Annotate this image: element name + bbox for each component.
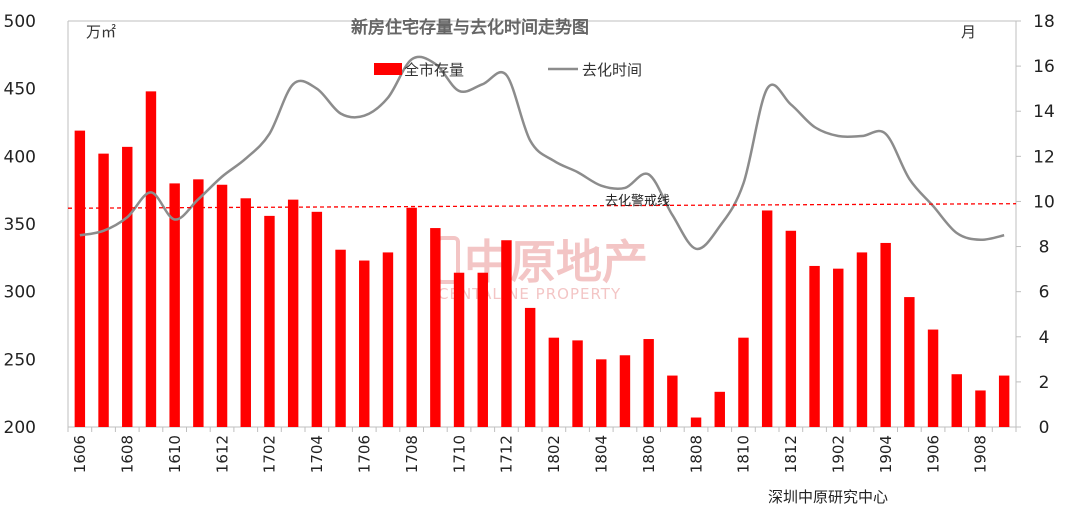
line-series-sell-through bbox=[79, 55, 1005, 251]
y-left-tick-400: 400 bbox=[4, 147, 36, 167]
x-tick-1612: 1612 bbox=[213, 435, 231, 473]
y-right-tick-16: 16 bbox=[1033, 57, 1055, 77]
x-tick-1812: 1812 bbox=[782, 435, 800, 473]
bar-1611 bbox=[193, 179, 204, 427]
x-tick-1908: 1908 bbox=[972, 435, 990, 473]
y-right-tick-10: 10 bbox=[1033, 192, 1055, 212]
x-tick-1610: 1610 bbox=[166, 435, 184, 473]
x-tick-1902: 1902 bbox=[830, 435, 848, 473]
legend-label-bar: 全市存量 bbox=[404, 61, 464, 79]
y-left-tick-350: 350 bbox=[4, 215, 36, 235]
bar-1705 bbox=[335, 249, 346, 427]
legend-swatch-bar bbox=[374, 63, 402, 75]
x-tick-1712: 1712 bbox=[498, 435, 516, 473]
y-left-tick-300: 300 bbox=[4, 283, 36, 303]
bar-1908 bbox=[975, 390, 986, 427]
x-tick-1906: 1906 bbox=[924, 435, 942, 473]
watermark-cn: 中原地产 bbox=[464, 235, 648, 289]
bar-1706 bbox=[359, 260, 370, 427]
y-right-tick-18: 18 bbox=[1033, 12, 1055, 32]
y-right-tick-8: 8 bbox=[1039, 238, 1050, 258]
bar-1606 bbox=[74, 130, 86, 427]
bar-1907 bbox=[951, 374, 962, 427]
bar-1712 bbox=[501, 240, 512, 427]
x-tick-1708: 1708 bbox=[403, 435, 421, 473]
x-tick-1702: 1702 bbox=[261, 435, 279, 473]
bar-1711 bbox=[477, 272, 488, 427]
bar-1809 bbox=[714, 391, 725, 427]
x-tick-1808: 1808 bbox=[687, 435, 705, 473]
bar-1707 bbox=[382, 252, 394, 427]
bar-1805 bbox=[619, 355, 631, 427]
bar-1608 bbox=[122, 146, 133, 428]
chart-title: 新房住宅存量与去化时间走势图 bbox=[351, 17, 589, 38]
bar-1703 bbox=[287, 199, 299, 427]
bar-1607 bbox=[98, 153, 109, 427]
y-right-tick-4: 4 bbox=[1039, 328, 1050, 348]
x-tick-1606: 1606 bbox=[71, 435, 89, 473]
bar-1808 bbox=[690, 417, 702, 427]
bar-1803 bbox=[572, 340, 583, 427]
y-right-tick-2: 2 bbox=[1039, 373, 1050, 393]
y-left-tick-200: 200 bbox=[4, 418, 36, 438]
bar-1909 bbox=[998, 375, 1010, 427]
y-right-tick-12: 12 bbox=[1033, 147, 1055, 167]
right-axis-unit: 月 bbox=[961, 23, 976, 41]
bar-1902 bbox=[833, 268, 844, 427]
warning-line bbox=[67, 203, 1017, 209]
watermark: 中原地产 CENTALINE PROPERTY bbox=[436, 235, 648, 303]
bar-1806 bbox=[643, 339, 654, 427]
bar-1812 bbox=[785, 230, 797, 427]
x-tick-1804: 1804 bbox=[593, 435, 611, 473]
x-tick-1810: 1810 bbox=[735, 435, 753, 473]
x-tick-1904: 1904 bbox=[877, 435, 895, 473]
bar-1612 bbox=[216, 184, 228, 427]
bar-1810 bbox=[738, 337, 749, 427]
legend-label-line: 去化时间 bbox=[582, 61, 642, 79]
bar-1609 bbox=[145, 91, 157, 428]
x-tick-1608: 1608 bbox=[119, 435, 137, 473]
bar-1710 bbox=[453, 272, 465, 427]
bar-1904 bbox=[880, 242, 891, 427]
x-tick-1806: 1806 bbox=[640, 435, 658, 473]
bar-1804 bbox=[596, 359, 607, 427]
bar-1702 bbox=[264, 215, 275, 427]
source-note: 深圳中原研究中心 bbox=[768, 488, 888, 506]
bar-1807 bbox=[667, 375, 678, 427]
bar-1704 bbox=[311, 211, 323, 427]
bar-1708 bbox=[406, 207, 417, 427]
bar-1709 bbox=[430, 228, 441, 427]
x-tick-1704: 1704 bbox=[308, 435, 326, 473]
bar-1801 bbox=[524, 307, 536, 427]
bar-1903 bbox=[856, 252, 868, 427]
left-axis-unit: 万㎡ bbox=[86, 23, 116, 41]
bar-1905 bbox=[904, 297, 915, 427]
bar-1701 bbox=[240, 198, 251, 427]
x-tick-1706: 1706 bbox=[356, 435, 374, 473]
y-left-tick-450: 450 bbox=[4, 80, 36, 100]
y-left-tick-500: 500 bbox=[4, 12, 36, 32]
bar-1906 bbox=[927, 329, 939, 427]
bar-1901 bbox=[809, 265, 820, 427]
bar-1811 bbox=[761, 210, 773, 427]
bar-1610 bbox=[169, 183, 180, 427]
x-tick-1710: 1710 bbox=[450, 435, 468, 473]
watermark-en: CENTALINE PROPERTY bbox=[438, 285, 621, 303]
y-right-tick-14: 14 bbox=[1033, 102, 1055, 122]
x-tick-1802: 1802 bbox=[545, 435, 563, 473]
y-right-tick-6: 6 bbox=[1039, 283, 1050, 303]
y-left-tick-250: 250 bbox=[4, 350, 36, 370]
bar-1802 bbox=[548, 337, 560, 427]
y-right-tick-0: 0 bbox=[1039, 418, 1050, 438]
legend: 全市存量 去化时间 bbox=[374, 61, 642, 79]
warning-line-label: 去化警戒线 bbox=[605, 193, 670, 209]
